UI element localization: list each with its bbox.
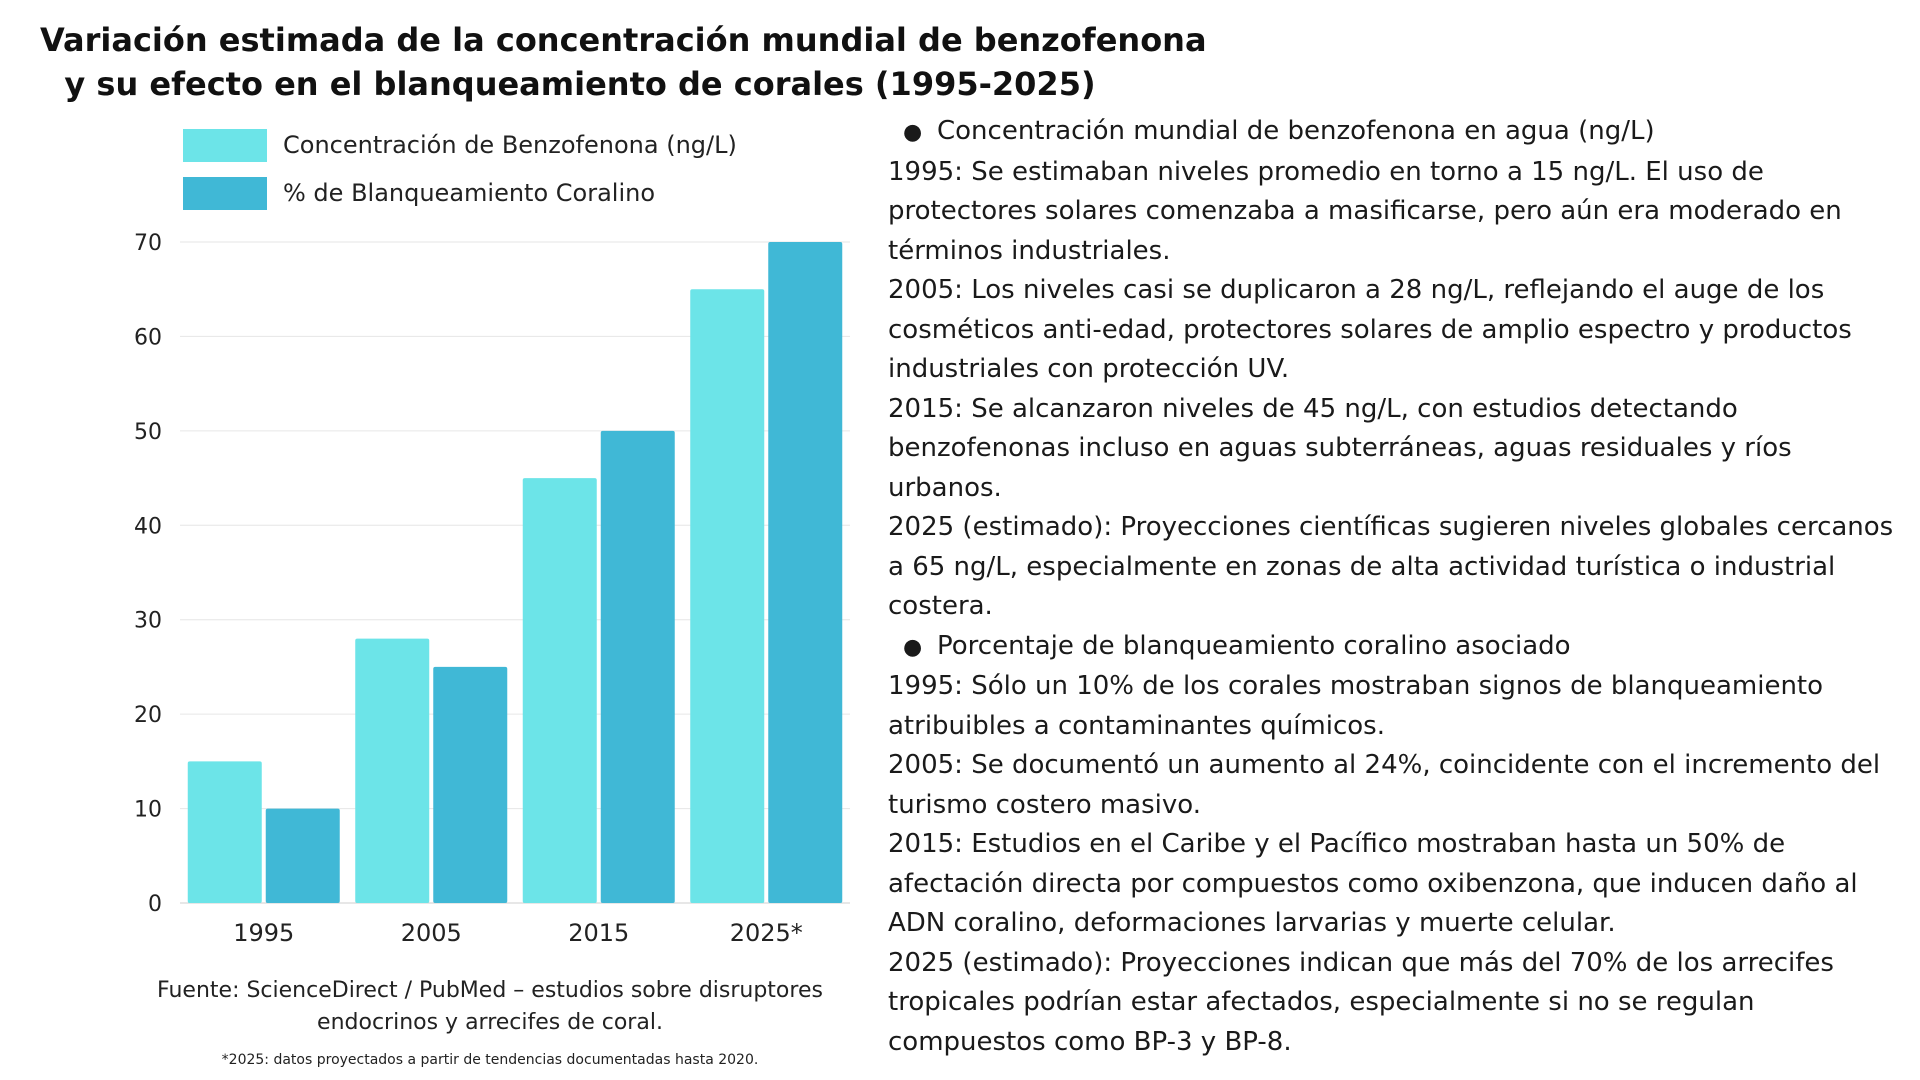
- legend-label-concentration: Concentración de Benzofenona (ng/L): [283, 131, 737, 159]
- bar-bleaching: [265, 808, 340, 903]
- bar-concentration: [187, 761, 262, 903]
- source-note: Fuente: ScienceDirect / PubMed – estudio…: [157, 978, 823, 1035]
- legend-item-concentration: Concentración de Benzofenona (ng/L): [183, 128, 737, 162]
- bar-chart: 0 10 20 30 40 50 60 70 1995 2005 2015 2025*: [134, 231, 850, 947]
- bar-bleaching: [768, 242, 843, 903]
- legend-swatch-bleaching: [183, 176, 267, 210]
- legend-swatch-concentration: [183, 128, 267, 162]
- footnote: *2025: datos proyectados a partir de ten…: [221, 1052, 759, 1068]
- legend: Concentración de Benzofenona (ng/L) % de…: [183, 128, 737, 224]
- chart-title: Variación estimada de la concentración m…: [40, 18, 1207, 106]
- x-tick-label: 2015: [568, 919, 629, 947]
- note-bleaching-1995: 1995: Sólo un 10% de los corales mostrab…: [888, 671, 1824, 741]
- bar-bleaching: [600, 430, 675, 903]
- y-tick-label: 20: [134, 703, 162, 728]
- bar-concentration: [355, 638, 430, 903]
- bar-concentration: [522, 478, 597, 903]
- bullet-label-concentration: Concentración mundial de benzofenona en …: [937, 116, 1655, 146]
- y-tick-label: 50: [134, 420, 162, 445]
- x-tick-label: 2005: [401, 919, 462, 947]
- y-tick-label: 30: [134, 609, 162, 634]
- note-bleaching-2015: 2015: Estudios en el Caribe y el Pacífic…: [888, 829, 1858, 938]
- note-concentration-2015: 2015: Se alcanzaron niveles de 45 ng/L, …: [888, 393, 1792, 503]
- bar-bleaching: [433, 666, 508, 903]
- y-tick-label: 70: [134, 231, 162, 256]
- title-line-1: Variación estimada de la concentración m…: [40, 21, 1207, 59]
- y-tick-label: 0: [148, 892, 162, 917]
- bar-concentration: [690, 289, 765, 903]
- y-tick-label: 60: [134, 325, 162, 350]
- x-tick-label: 2025*: [730, 919, 803, 947]
- title-line-2: y su efecto en el blanqueamiento de cora…: [64, 65, 1096, 103]
- y-tick-label: 10: [134, 798, 162, 823]
- bullet-concentration: ● Concentración mundial de benzofenona e…: [888, 112, 1898, 153]
- bullet-dot: ●: [903, 120, 923, 145]
- note-concentration-1995: 1995: Se estimaban niveles promedio en t…: [888, 156, 1842, 266]
- y-tick-label: 40: [134, 514, 162, 539]
- notes-panel: ● Concentración mundial de benzofenona e…: [888, 112, 1898, 1062]
- x-tick-label: 1995: [233, 919, 294, 947]
- bullet-dot: ●: [903, 634, 923, 660]
- legend-label-bleaching: % de Blanqueamiento Coralino: [283, 179, 656, 207]
- note-concentration-2005: 2005: Los niveles casi se duplicaron a 2…: [888, 275, 1852, 384]
- note-bleaching-2025: 2025 (estimado): Proyecciones indican qu…: [888, 947, 1834, 1057]
- note-concentration-2025: 2025 (estimado): Proyecciones científica…: [888, 512, 1894, 621]
- legend-item-bleaching: % de Blanqueamiento Coralino: [183, 176, 737, 210]
- bullet-label-bleaching: Porcentaje de blanqueamiento coralino as…: [937, 630, 1571, 661]
- bullet-bleaching: ● Porcentaje de blanqueamiento coralino …: [888, 627, 1898, 668]
- note-bleaching-2005: 2005: Se documentó un aumento al 24%, co…: [888, 750, 1881, 820]
